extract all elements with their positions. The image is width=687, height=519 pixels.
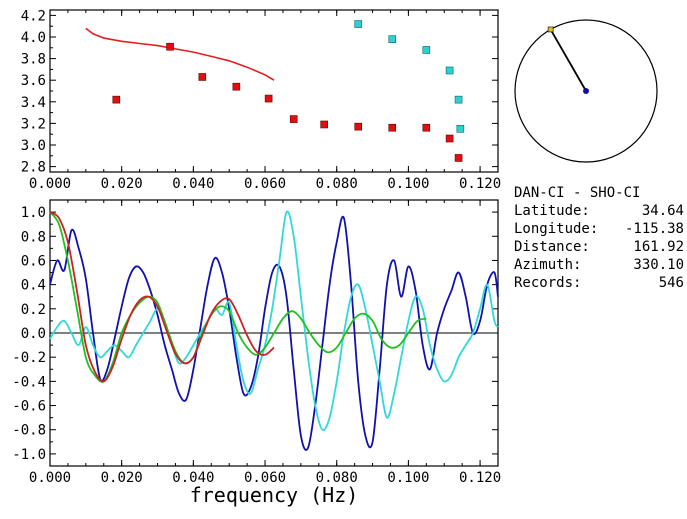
top-xtick-label: 0.040: [172, 176, 214, 192]
polar-center-dot: [583, 88, 589, 94]
red-data-point: [166, 42, 174, 51]
latitude-label: Latitude:: [514, 203, 590, 219]
top-xtick-label: 0.120: [459, 176, 501, 192]
top-ytick-label: 3.6: [21, 73, 46, 89]
bottom-xtick-label: 0.020: [101, 470, 143, 486]
red-data-point: [112, 95, 121, 104]
bottom-xtick-label: 0.000: [29, 470, 71, 486]
bottom-ytick-label: 0.2: [21, 302, 46, 318]
green-series-line: [49, 211, 427, 383]
cyan-data-point: [354, 20, 363, 28]
red-data-point: [354, 122, 363, 131]
bottom-ytick-label: -0.2: [12, 350, 46, 366]
red-data-point: [289, 115, 298, 123]
top-ytick-label: 3.4: [21, 95, 46, 111]
bottom-xtick-label: 0.060: [244, 470, 286, 486]
red-data-point: [422, 123, 431, 132]
station-info-panel: DAN-CI - SHO-CI Latitude: 34.64 Longitud…: [514, 184, 684, 292]
top-xtick-label: 0.060: [244, 176, 286, 192]
top-ytick-label: 3.2: [21, 116, 46, 132]
azimuth-label: Azimuth:: [514, 257, 582, 273]
top-ytick-label: 3.0: [21, 138, 46, 154]
bottom-ytick-label: 1.0: [21, 205, 46, 221]
top-xtick-label: 0.020: [101, 176, 143, 192]
top-ytick-label: 4.2: [21, 8, 46, 24]
top-frame: [49, 9, 499, 173]
top-ytick-label: 3.8: [21, 52, 46, 68]
cyan-data-point: [456, 125, 465, 133]
distance-value: 161.92: [633, 239, 684, 255]
bottom-ytick-label: 0.4: [21, 278, 46, 294]
latitude-value: 34.64: [641, 203, 684, 219]
fit-curve-line: [85, 27, 275, 81]
records-label: Records:: [514, 275, 582, 291]
dispersion-scatter-plot: 2.8 3.0 3.2 3.4 3.6 3.8 4.0 4.2 0.000 0.020 0.040 0…: [21, 8, 501, 192]
longitude-label: Longitude:: [514, 221, 599, 237]
info-row-azimuth: Azimuth: 330.10: [514, 256, 684, 274]
bottom-ytick-label: -1.0: [12, 447, 46, 463]
longitude-value: -115.38: [624, 221, 684, 237]
red-data-point: [388, 123, 397, 132]
info-row-longitude: Longitude: -115.38: [514, 220, 684, 238]
red-data-point: [232, 82, 241, 91]
top-xtick-label: 0.080: [316, 176, 358, 192]
bottom-ytick-label: -0.8: [12, 423, 46, 439]
bottom-ytick-label: -0.6: [12, 399, 46, 415]
azimuth-polar-plot: [514, 19, 658, 163]
bottom-xtick-label: 0.100: [387, 470, 429, 486]
bottom-xtick-label: 0.080: [316, 470, 358, 486]
bottom-ytick-label: 0.0: [21, 326, 46, 342]
top-xtick-label: 0.100: [387, 176, 429, 192]
top-ytick-label: 4.0: [21, 30, 46, 46]
azimuth-value: 330.10: [633, 257, 684, 273]
bottom-xtick-label: 0.120: [459, 470, 501, 486]
bottom-xtick-label: 0.040: [172, 470, 214, 486]
red-data-point: [320, 120, 328, 129]
bottom-ytick-label: -0.4: [12, 374, 46, 390]
red-data-point: [198, 73, 207, 81]
cyan-data-point: [422, 46, 431, 54]
correlation-line-plot: 1.0 0.8 0.6 0.4 0.2 0.0 -0.2 -0.4 -0.6 -0.8 -1.0 0.…: [12, 199, 501, 507]
bottom-ytick-label: 0.8: [21, 229, 46, 245]
cyan-data-point: [454, 95, 463, 104]
red-data-point: [445, 134, 454, 143]
cyan-data-point: [445, 66, 454, 75]
station-pair-title: DAN-CI - SHO-CI: [514, 185, 641, 201]
top-xtick-label: 0.000: [29, 176, 71, 192]
records-value: 546: [658, 275, 684, 291]
info-row-distance: Distance: 161.92: [514, 238, 684, 256]
azimuth-tip-marker: [547, 26, 554, 33]
polar-circle: [514, 19, 658, 163]
info-row-records: Records: 546: [514, 274, 684, 292]
info-row-latitude: Latitude: 34.64: [514, 202, 684, 220]
red-data-point: [264, 94, 273, 103]
azimuth-needle: [549, 29, 587, 92]
red-data-point: [454, 154, 463, 162]
distance-label: Distance:: [514, 239, 590, 255]
top-ytick-label: 2.8: [21, 160, 46, 176]
cyan-data-point: [388, 35, 397, 43]
bottom-ytick-label: 0.6: [21, 253, 46, 269]
cyan-series-line: [49, 210, 499, 431]
red-series-line: [49, 211, 275, 383]
x-axis-label: frequency (Hz): [190, 483, 359, 507]
